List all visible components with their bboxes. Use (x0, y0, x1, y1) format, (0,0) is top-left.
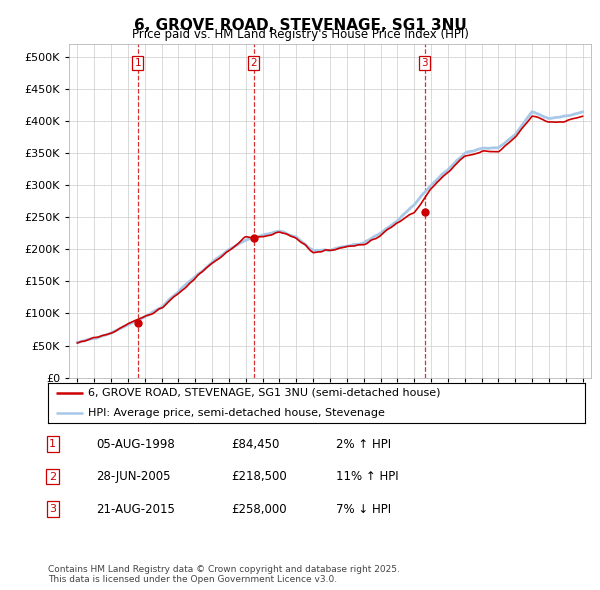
Text: 2% ↑ HPI: 2% ↑ HPI (336, 438, 391, 451)
Text: 6, GROVE ROAD, STEVENAGE, SG1 3NU (semi-detached house): 6, GROVE ROAD, STEVENAGE, SG1 3NU (semi-… (88, 388, 441, 398)
Text: 7% ↓ HPI: 7% ↓ HPI (336, 503, 391, 516)
Text: 11% ↑ HPI: 11% ↑ HPI (336, 470, 398, 483)
Text: 3: 3 (49, 504, 56, 514)
Text: £84,450: £84,450 (231, 438, 280, 451)
Text: 21-AUG-2015: 21-AUG-2015 (96, 503, 175, 516)
Text: 1: 1 (49, 440, 56, 449)
Text: £218,500: £218,500 (231, 470, 287, 483)
Text: 2: 2 (49, 472, 56, 481)
Text: 28-JUN-2005: 28-JUN-2005 (96, 470, 170, 483)
Text: £258,000: £258,000 (231, 503, 287, 516)
Text: 2: 2 (251, 58, 257, 68)
Text: 1: 1 (134, 58, 141, 68)
Text: Price paid vs. HM Land Registry's House Price Index (HPI): Price paid vs. HM Land Registry's House … (131, 28, 469, 41)
Text: 3: 3 (421, 58, 428, 68)
Text: 6, GROVE ROAD, STEVENAGE, SG1 3NU: 6, GROVE ROAD, STEVENAGE, SG1 3NU (134, 18, 466, 32)
Text: 05-AUG-1998: 05-AUG-1998 (96, 438, 175, 451)
Text: Contains HM Land Registry data © Crown copyright and database right 2025.
This d: Contains HM Land Registry data © Crown c… (48, 565, 400, 584)
Text: HPI: Average price, semi-detached house, Stevenage: HPI: Average price, semi-detached house,… (88, 408, 385, 418)
